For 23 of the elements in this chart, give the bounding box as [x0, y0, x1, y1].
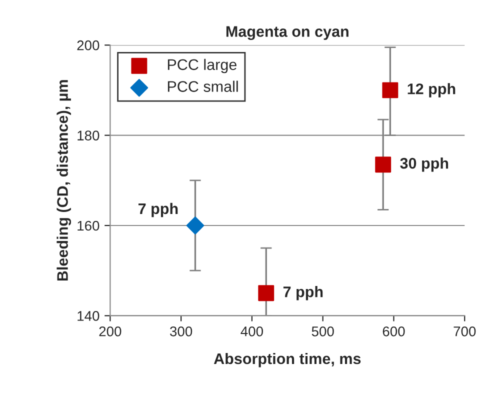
point — [382, 82, 398, 98]
annotation: 7 pph — [283, 286, 323, 300]
x-tick-label: 400 — [240, 326, 263, 336]
legend-label: PCC small — [168, 80, 238, 92]
point — [375, 156, 392, 173]
y-tick-label: 180 — [78, 130, 100, 140]
x-tick-label: 600 — [382, 326, 405, 336]
y-axis-title: Bleeding (CD, distance), µm — [56, 80, 72, 281]
annotation: 7 pph — [138, 202, 178, 218]
point — [186, 216, 204, 234]
annotation: 30 pph — [400, 157, 448, 172]
x-tick-label: 500 — [312, 326, 334, 336]
annotation: 12 pph — [408, 83, 456, 98]
y-tick-label: 160 — [78, 220, 100, 231]
x-tick-label: 700 — [454, 326, 476, 336]
x-axis-title: Absorption time, ms — [214, 352, 361, 368]
legend-label: PCC large — [168, 58, 236, 74]
y-tick-label: 200 — [77, 40, 100, 50]
x-tick-label: 200 — [99, 326, 122, 336]
x-tick-label: 300 — [170, 326, 192, 336]
y-tick-label: 140 — [78, 311, 100, 321]
chart-title: Magenta on cyan — [226, 26, 348, 40]
point — [258, 285, 274, 302]
